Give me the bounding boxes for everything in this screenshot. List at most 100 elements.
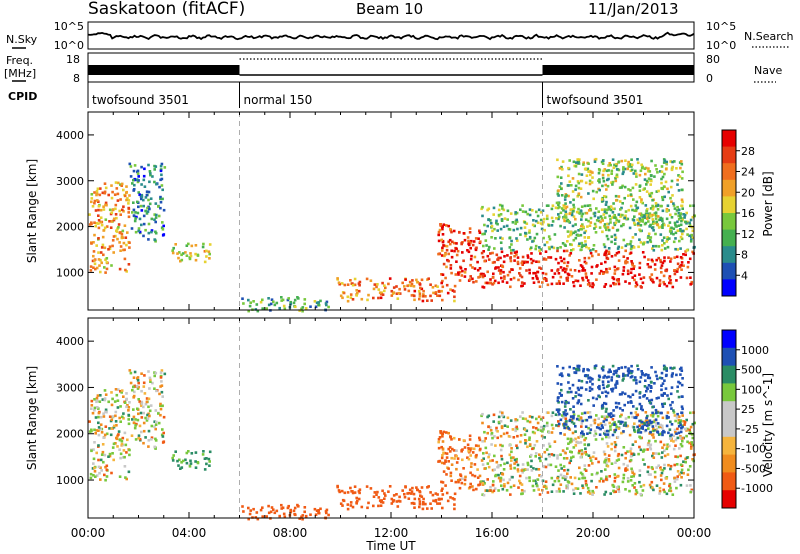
cell-1122: [673, 414, 677, 417]
cell-183: [159, 197, 162, 201]
cell-1887: [664, 167, 668, 171]
cell-89: [120, 182, 124, 186]
cell-1307: [528, 231, 531, 234]
cell-740: [510, 251, 513, 255]
cell-892: [659, 468, 663, 471]
cell-1736: [602, 386, 606, 390]
cell-469: [406, 492, 409, 495]
cell-1192: [499, 448, 503, 452]
cell-1126: [516, 239, 519, 242]
cell-1584: [589, 415, 593, 419]
cell-1839: [654, 204, 658, 208]
cell-399: [315, 301, 319, 305]
cell-169: [103, 226, 107, 230]
cell-373: [280, 503, 283, 507]
cell-1269: [676, 455, 679, 459]
cell-90: [105, 261, 109, 264]
cell-1485: [674, 455, 677, 458]
cell-604: [452, 241, 456, 245]
cell-611: [472, 447, 476, 451]
cell-1541: [564, 423, 568, 426]
cell-3: [128, 194, 131, 197]
cell-1582: [681, 377, 684, 380]
cell-1697: [561, 366, 565, 370]
cell-223: [129, 381, 133, 385]
cell-339: [171, 251, 175, 255]
cell-1583: [610, 172, 613, 175]
cell-1443: [605, 442, 609, 445]
cell-1649: [587, 377, 590, 380]
cell-339: [171, 459, 175, 462]
cell-911: [680, 471, 683, 474]
cell-1094: [646, 240, 649, 244]
cell-182: [160, 162, 164, 166]
cell-56: [126, 438, 129, 442]
cell-468: [422, 289, 425, 293]
cell-253: [149, 173, 152, 177]
cell-15: [93, 201, 96, 205]
cell-894: [583, 464, 587, 467]
cell-567: [458, 279, 462, 282]
cell-1861: [615, 374, 619, 378]
cell-437: [418, 505, 421, 509]
cell-531: [427, 277, 430, 280]
cell-438: [441, 285, 445, 289]
cell-1399: [508, 236, 511, 240]
cell-101: [90, 197, 94, 200]
cell-1510: [584, 425, 588, 428]
cell-1689: [597, 378, 601, 382]
cell-79: [127, 409, 130, 412]
cell-710: [491, 490, 494, 494]
nsky-panel: N.Sky 10^5 10^0 10^5 10^0 N.Search: [6, 20, 794, 52]
cell-39: [112, 458, 115, 462]
cell-616: [441, 432, 444, 435]
cell-1114: [594, 432, 598, 436]
cell-910: [492, 480, 495, 483]
cell-1452: [613, 441, 617, 444]
cell-756: [486, 254, 490, 258]
cell-35: [100, 223, 104, 227]
cell-582: [478, 229, 481, 233]
cell-484: [434, 284, 438, 288]
cell-735: [680, 261, 684, 264]
cell-1436: [693, 214, 696, 218]
cell-1495: [569, 450, 572, 453]
cell-871: [491, 261, 495, 264]
cell-243: [137, 179, 140, 182]
cell-58: [104, 218, 108, 221]
cell-1461: [592, 451, 596, 454]
cell-472: [372, 504, 375, 508]
cell-793: [502, 468, 506, 471]
cell-1766: [678, 381, 682, 385]
cell-1366: [568, 233, 572, 237]
cell-1752: [579, 394, 583, 397]
cell-809: [543, 257, 546, 260]
cell-636: [469, 471, 472, 475]
cell-142: [123, 224, 127, 227]
cell-1308: [550, 414, 554, 418]
cell-1025: [495, 253, 499, 257]
cell-688: [646, 263, 650, 266]
cell-1753: [675, 373, 678, 377]
cell-1351: [523, 221, 527, 224]
cell-482: [451, 497, 455, 500]
cell-832: [652, 488, 655, 492]
cell-723: [483, 259, 486, 263]
colorbar-tick-label-3: 25: [741, 403, 755, 416]
cell-897: [668, 489, 671, 492]
cell-36: [104, 478, 107, 482]
cell-587: [444, 276, 447, 280]
cell-609: [451, 240, 454, 244]
cell-82: [115, 393, 119, 397]
cell-439: [388, 485, 392, 488]
cell-31: [89, 265, 93, 268]
cell-160: [107, 400, 110, 404]
cell-1487: [606, 445, 610, 448]
cell-371: [281, 506, 285, 510]
cell-1195: [620, 453, 624, 457]
cell-1572: [587, 192, 590, 195]
cell-1765: [558, 206, 561, 209]
cell-1274: [683, 216, 686, 219]
cell-867: [482, 286, 486, 289]
